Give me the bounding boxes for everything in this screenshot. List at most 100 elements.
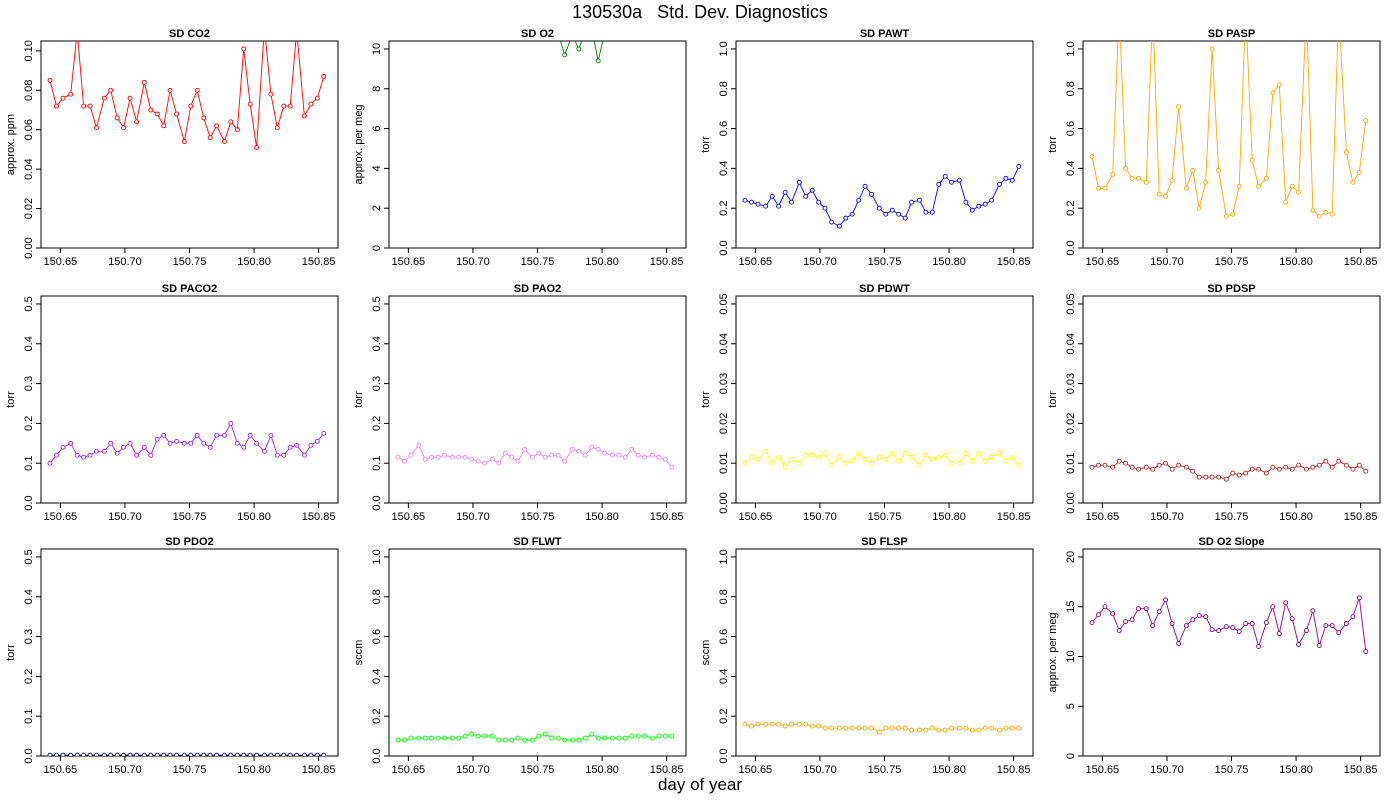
- y-tick-label: 0.0: [371, 495, 383, 510]
- x-tick-label: 150.75: [173, 764, 207, 776]
- data-point: [489, 733, 495, 739]
- data-point: [1096, 185, 1101, 191]
- data-point: [582, 735, 588, 741]
- data-point: [942, 452, 948, 458]
- data-point: [989, 725, 995, 731]
- data-point: [54, 103, 59, 109]
- panel-9: SD FLWT sccm 150.65 150.70 150.75 150.80 150.8…: [353, 536, 687, 776]
- data-point: [635, 733, 641, 739]
- data-point: [635, 452, 641, 458]
- y-tick-label: 2: [371, 205, 383, 211]
- data-point: [314, 438, 320, 444]
- data-point: [114, 115, 120, 121]
- x-tick-label: 150.75: [1215, 256, 1249, 268]
- data-point: [782, 464, 788, 470]
- panel-title: SD PDSP: [1207, 283, 1255, 295]
- data-point: [956, 460, 962, 466]
- data-point: [902, 450, 908, 456]
- data-point: [121, 752, 127, 756]
- data-point: [134, 452, 140, 458]
- y-tick-label: 0.06: [23, 119, 35, 140]
- x-tick-label: 150.70: [456, 511, 490, 523]
- data-point: [576, 46, 582, 52]
- data-point: [843, 460, 849, 466]
- y-tick-label: 0.08: [23, 80, 35, 101]
- data-point: [616, 452, 622, 458]
- x-tick-label: 150.75: [173, 256, 207, 268]
- data-point: [642, 454, 648, 460]
- x-tick-label: 150.85: [650, 256, 684, 268]
- data-point: [462, 733, 468, 739]
- y-tick-label: 4: [371, 165, 383, 171]
- data-point: [294, 442, 300, 448]
- panel-title: SD CO2: [169, 28, 210, 40]
- data-point: [862, 725, 868, 731]
- data-point: [849, 725, 855, 731]
- y-tick-label: 0.00: [1065, 492, 1077, 513]
- data-point: [829, 219, 835, 225]
- data-point: [1289, 616, 1295, 622]
- y-tick-label: 0.5: [23, 296, 35, 311]
- data-point: [602, 735, 608, 741]
- data-point: [529, 737, 535, 743]
- data-point: [649, 735, 655, 741]
- y-tick-label: 10: [1065, 650, 1077, 662]
- panel-title: SD PDO2: [165, 536, 213, 548]
- panel-title: SD PAO2: [514, 283, 561, 295]
- data-point: [262, 25, 266, 29]
- data-point: [1230, 625, 1236, 631]
- data-point: [469, 731, 475, 737]
- data-point: [234, 127, 240, 133]
- data-point: [287, 444, 293, 450]
- y-axis-label: approx. ppm: [5, 114, 17, 175]
- data-point: [274, 125, 280, 131]
- data-point: [936, 727, 942, 733]
- panel-4: SD PACO2 torr 150.65 150.70 150.75 150.80 150.…: [5, 283, 339, 523]
- data-point: [1123, 165, 1129, 171]
- data-point: [849, 211, 855, 217]
- x-tick-label: 150.70: [108, 511, 142, 523]
- data-point: [1009, 177, 1015, 183]
- y-tick-label: 0.2: [371, 709, 383, 724]
- y-axis-label: torr: [5, 391, 17, 408]
- data-point: [108, 440, 114, 446]
- data-point: [308, 442, 314, 448]
- data-point: [656, 454, 662, 460]
- data-point: [1203, 179, 1209, 185]
- data-point: [1169, 621, 1175, 627]
- x-tick-label: 150.80: [932, 256, 966, 268]
- y-tick-label: 0.4: [371, 336, 383, 351]
- series-1: [560, 41, 604, 64]
- data-point: [963, 199, 969, 205]
- series-4: [47, 420, 327, 466]
- data-point: [148, 752, 154, 756]
- x-tick-label: 150.70: [108, 764, 142, 776]
- data-point: [442, 452, 447, 458]
- data-point: [47, 77, 53, 83]
- data-point: [782, 189, 788, 195]
- data-point: [789, 199, 794, 205]
- data-point: [1350, 614, 1356, 620]
- data-point: [929, 725, 935, 731]
- data-point: [1183, 464, 1189, 470]
- x-tick-label: 150.85: [1344, 256, 1378, 268]
- data-point: [268, 91, 274, 97]
- data-point: [1123, 619, 1129, 625]
- data-point: [809, 723, 815, 729]
- data-point: [809, 452, 815, 458]
- panel-11: SD O2 Slope approx. per meg 150.65 150.70 15…: [1047, 536, 1381, 776]
- data-point: [916, 727, 922, 733]
- data-point: [268, 752, 274, 756]
- data-point: [949, 179, 955, 185]
- data-point: [803, 452, 809, 458]
- data-point: [1156, 609, 1162, 615]
- data-point: [595, 446, 601, 452]
- data-point: [395, 454, 401, 460]
- data-point: [321, 752, 327, 756]
- y-tick-label: 0.2: [718, 709, 730, 724]
- data-point: [1110, 171, 1116, 177]
- data-point: [188, 103, 194, 109]
- data-point: [261, 448, 267, 454]
- data-point: [1363, 118, 1369, 124]
- data-point: [188, 440, 194, 446]
